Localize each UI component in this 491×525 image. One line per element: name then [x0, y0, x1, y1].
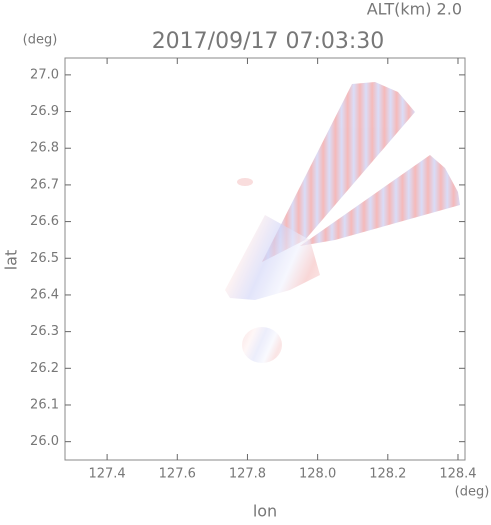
x-tick-label: 128.2	[369, 467, 406, 482]
y-tick-label: 26.8	[30, 141, 59, 156]
radar-patch	[225, 215, 320, 300]
y-tick-label: 26.9	[30, 104, 59, 119]
y-unit: (deg)	[23, 33, 58, 48]
y-tick-label: 26.3	[30, 324, 59, 339]
radar-field	[225, 82, 460, 363]
chart-title: 2017/09/17 07:03:30	[152, 29, 385, 54]
radar-patch	[237, 178, 253, 186]
y-tick-label: 26.5	[30, 251, 59, 266]
y-tick-label: 26.1	[30, 397, 59, 412]
plot-frame	[64, 57, 466, 461]
y-tick-label: 26.4	[30, 287, 59, 302]
y-tick-label: 26.0	[30, 434, 59, 449]
y-tick-label: 26.2	[30, 361, 59, 376]
radar-sector	[262, 82, 415, 262]
y-axis-label: lat	[2, 250, 21, 271]
x-tick-label: 127.4	[88, 467, 125, 482]
x-axis-label: lon	[253, 502, 277, 521]
y-tick-label: 26.6	[30, 214, 59, 229]
x-tick-label: 127.6	[159, 467, 196, 482]
x-unit: (deg)	[455, 485, 490, 500]
y-tick-label: 26.7	[30, 177, 59, 192]
x-tick-label: 128.4	[439, 467, 476, 482]
alt-label: ALT(km) 2.0	[367, 0, 462, 19]
radar-patch	[242, 327, 282, 363]
radar-sector	[300, 155, 460, 246]
y-tick-label: 27.0	[30, 67, 59, 82]
x-tick-label: 128.0	[299, 467, 336, 482]
x-tick-label: 127.8	[229, 467, 266, 482]
